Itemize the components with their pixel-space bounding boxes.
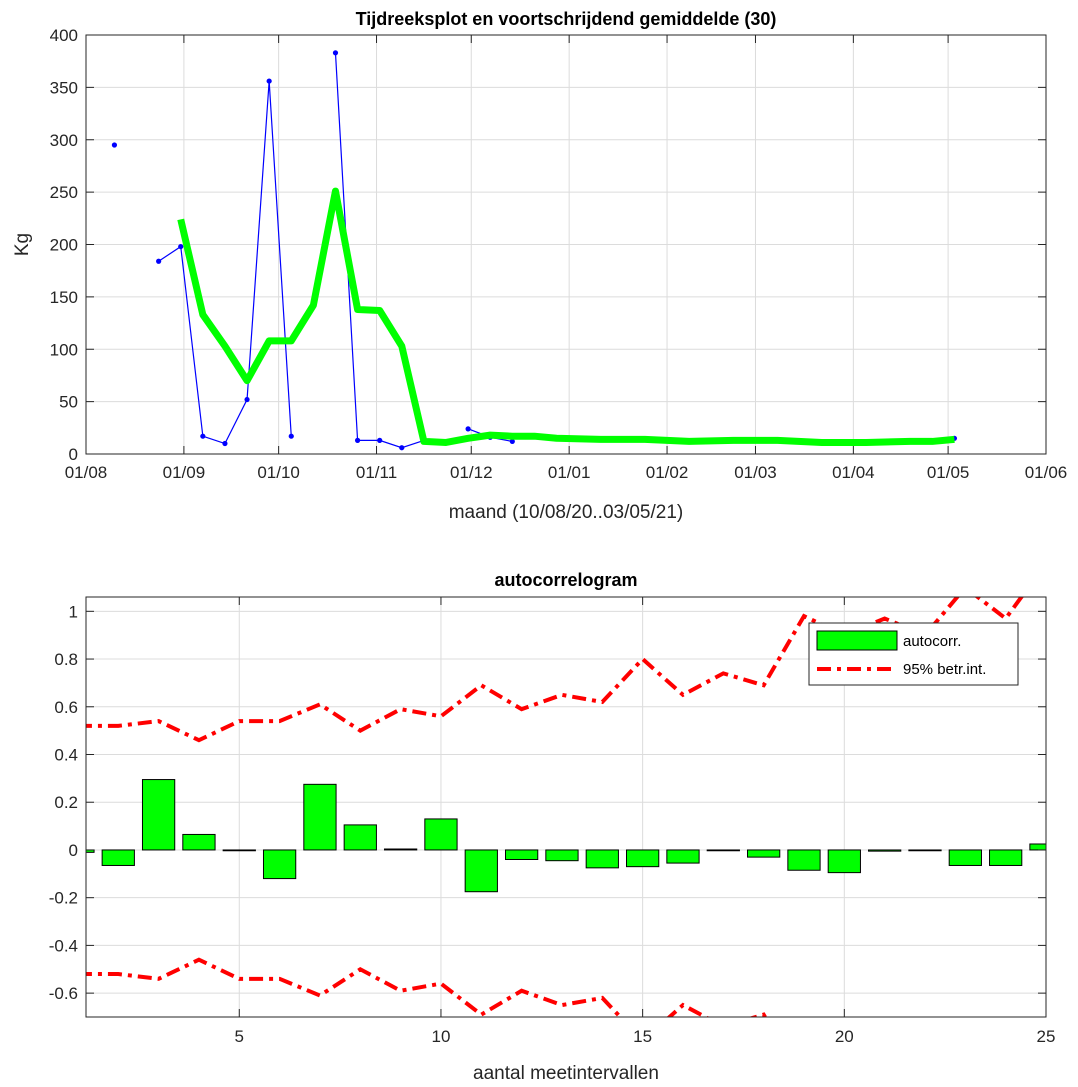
y-tick-label: 350	[50, 78, 78, 97]
legend-swatch-autocorr	[816, 630, 898, 651]
y-tick-label: 200	[50, 236, 78, 255]
autocorr-bar	[222, 849, 256, 852]
y-axis-label: Kg	[12, 233, 33, 256]
autocorr-bar	[383, 848, 418, 851]
legend: autocorr. 95% betr.int.	[808, 622, 1019, 686]
x-tick-label: 01/03	[734, 463, 777, 482]
x-tick-label: 01/01	[548, 463, 591, 482]
raw-data-point	[332, 50, 339, 56]
autocorr-bar	[262, 849, 297, 880]
y-tick-label: 250	[50, 183, 78, 202]
plot-content	[86, 597, 1046, 1017]
autocorr-bar	[1029, 843, 1046, 851]
autocorr-bar	[626, 849, 660, 868]
raw-data-point	[399, 445, 405, 451]
x-tick-label: 01/04	[832, 463, 875, 482]
autocorr-bar	[706, 849, 740, 852]
autocorr-bar	[504, 849, 539, 861]
autocorr-bar	[827, 849, 861, 874]
raw-data-point	[354, 437, 361, 443]
autocorr-bar	[908, 849, 942, 852]
autocorr-bar	[182, 833, 216, 851]
autocorrelogram-chart: 5 10 15 20 25 -0.6 -0.4 -0.2 0 0.2 0.4 0.6 0.8 1 autoc…	[49, 570, 1056, 1084]
autocorr-bar	[868, 849, 902, 852]
autocorr-bar	[989, 849, 1023, 866]
x-tick-label: 01/11	[356, 463, 397, 482]
x-tick-label: 01/08	[65, 463, 108, 482]
x-tick-label: 20	[835, 1027, 854, 1046]
raw-data-point	[465, 426, 471, 432]
y-tick-label: 0.6	[54, 698, 78, 717]
x-tick-label: 25	[1037, 1027, 1056, 1046]
raw-data-point	[509, 438, 515, 445]
y-tick-label: 0	[69, 841, 78, 860]
y-tick-label: 0.2	[54, 793, 78, 812]
raw-data-point	[178, 243, 184, 250]
autocorr-bar	[666, 849, 700, 864]
conf-lower-line	[86, 957, 768, 1017]
moving-average-line	[177, 187, 955, 446]
y-tick-label: 0	[69, 445, 78, 464]
x-tick-label: 01/05	[927, 463, 970, 482]
y-tick-label: -0.2	[49, 889, 78, 908]
chart-title: autocorrelogram	[494, 570, 637, 590]
x-axis-label: aantal meetintervallen	[473, 1063, 659, 1084]
y-tick-label: -0.6	[49, 984, 78, 1003]
autocorr-bar	[464, 849, 498, 893]
raw-data-point	[111, 142, 118, 148]
raw-data-point	[222, 440, 228, 447]
y-tick-label: 0.8	[54, 650, 78, 669]
conf-upper-line	[86, 597, 1024, 743]
autocorr-bar	[948, 849, 982, 866]
autocorr-bar	[585, 849, 619, 869]
x-tick-label: 01/02	[646, 463, 689, 482]
raw-data-point	[156, 258, 162, 264]
autocorr-bar	[101, 849, 135, 866]
legend-label-ci: 95% betr.int.	[903, 661, 986, 678]
autocorr-bar	[141, 779, 176, 851]
autocorr-bar	[787, 849, 821, 871]
y-tick-label: 300	[50, 131, 78, 150]
x-tick-label: 10	[431, 1027, 450, 1046]
x-axis-label: maand (10/08/20..03/05/21)	[449, 502, 684, 523]
x-tick-label: 5	[235, 1027, 244, 1046]
raw-data-point	[377, 437, 383, 443]
raw-data-point	[266, 78, 272, 84]
y-tick-label: 100	[50, 340, 78, 359]
x-tick-label: 01/06	[1025, 463, 1068, 482]
x-tick-label: 01/12	[450, 463, 493, 482]
autocorr-bar	[343, 824, 377, 851]
x-tick-label: 15	[633, 1027, 652, 1046]
legend-box	[808, 622, 1019, 686]
y-tick-label: 0.4	[54, 746, 78, 765]
series-raw	[111, 50, 958, 451]
timeseries-chart: 01/08 01/09 01/10 01/11 01/12 01/01 01/02 01/03…	[12, 9, 1068, 523]
y-tick-label: 1	[69, 602, 78, 621]
x-tick-label: 01/09	[163, 463, 206, 482]
chart-title: Tijdreeksplot en voortschrijdend gemidde…	[356, 9, 777, 29]
y-tick-label: 50	[59, 393, 78, 412]
y-tick-label: 150	[50, 288, 78, 307]
x-tick-label: 01/10	[257, 463, 300, 482]
raw-data-point	[244, 396, 250, 403]
legend-label-autocorr: autocorr.	[903, 633, 961, 650]
y-tick-label: -0.4	[49, 936, 78, 955]
autocorr-bar	[303, 783, 337, 851]
y-tick-label: 400	[50, 26, 78, 45]
raw-data-point	[288, 433, 294, 439]
autocorr-bar	[545, 849, 579, 862]
autocorr-bar	[86, 849, 95, 853]
axes-box	[85, 596, 1047, 1018]
autocorr-bar	[424, 818, 458, 851]
autocorr-bar	[747, 849, 781, 858]
raw-data-point	[200, 433, 206, 439]
